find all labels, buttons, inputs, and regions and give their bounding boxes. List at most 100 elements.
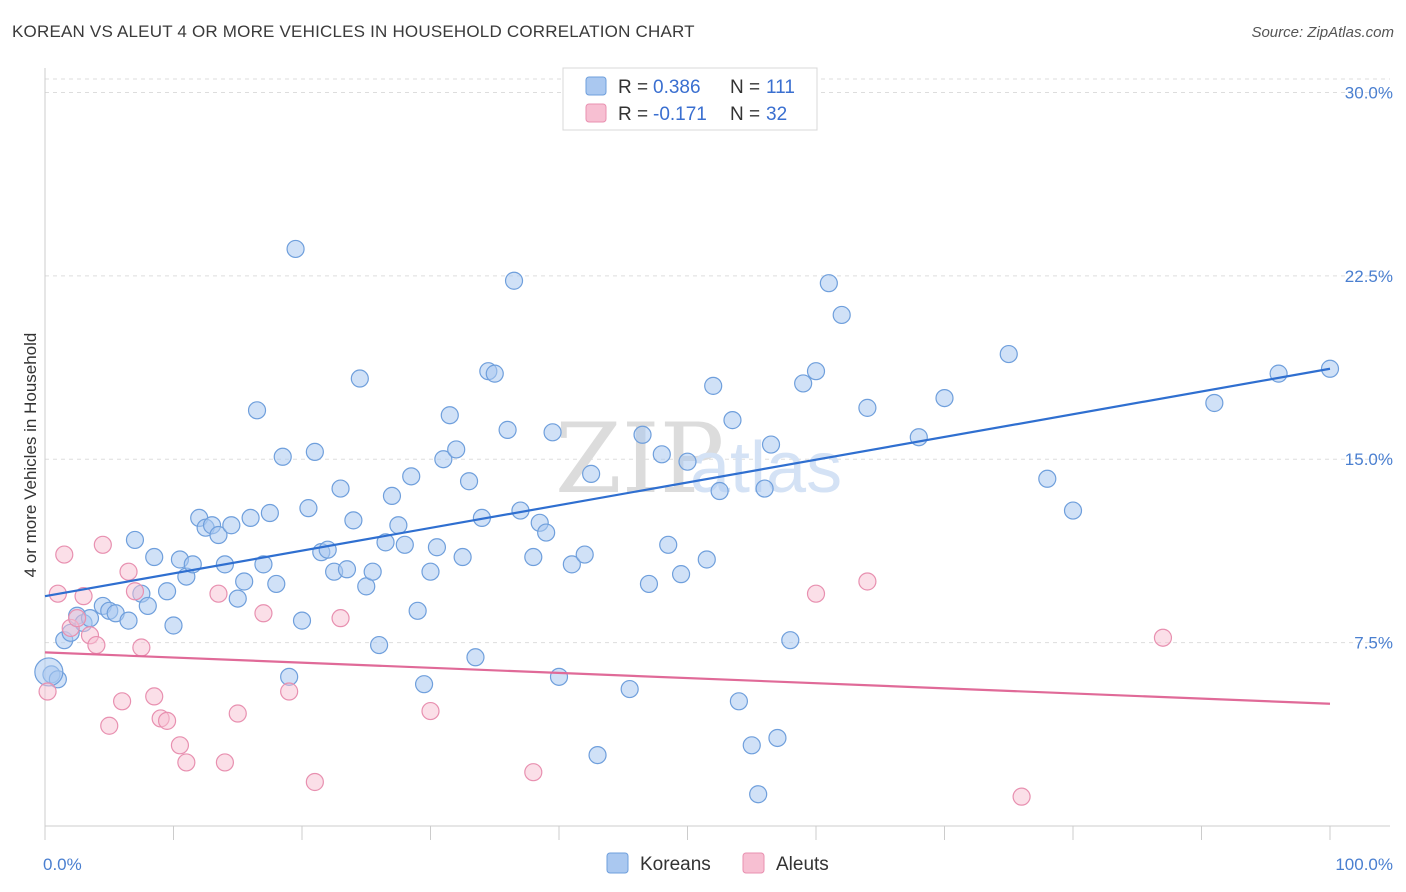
korean-point [286,239,305,259]
aleut-point [806,584,826,603]
korean-point [222,516,241,535]
korean-point [434,450,453,469]
korean-point [504,271,524,290]
legend-aleut-n-value: 32 [766,104,787,125]
korean-point [768,728,787,748]
korean-point [363,562,382,581]
korean-point [633,425,652,444]
korean-point [588,745,607,765]
korean-point [119,611,138,630]
korean-point [337,560,357,579]
korean-point [729,692,749,711]
korean-point [697,550,716,569]
korean-trend-line [44,367,1331,598]
korean-point [376,533,395,552]
y-tick-label: 22.5% [1345,267,1393,286]
korean-point [241,508,260,528]
aleut-point [170,736,190,755]
korean-point [671,565,691,584]
aleut-point [1153,628,1173,647]
korean-point-large [34,657,64,687]
korean-point [749,785,768,804]
korean-point [543,423,562,442]
korean-point [408,601,427,620]
korean-point [858,398,877,417]
korean-point [427,538,447,557]
aleut-point [215,753,234,772]
korean-point [819,274,838,293]
korean-point [344,511,363,530]
aleut-point [858,572,877,591]
korean-points [34,110,1340,804]
aleut-point [55,545,74,564]
korean-point [537,523,556,542]
aleut-point [421,701,440,721]
korean-point [370,635,389,655]
aleut-point [280,682,299,701]
aleut-point [305,772,324,792]
korean-point [260,503,279,523]
korean-point [318,540,337,559]
korean-point [145,547,164,567]
aleut-point [177,753,196,772]
legend-korean-r-label: R = [618,77,648,98]
korean-point [235,572,254,591]
korean-point [382,486,402,506]
korean-point [1063,501,1083,520]
aleut-point [87,635,106,655]
legend-aleut-n-label: N = [730,104,760,125]
legend-korean-n-value: 111 [766,77,795,98]
korean-point [209,525,228,545]
korean-point [292,611,312,630]
korean-point [447,440,466,459]
source-label: Source: ZipAtlas.com [1251,24,1394,41]
korean-point [164,616,183,635]
korean-point [485,364,504,383]
aleut-points [38,535,1173,806]
korean-point [389,516,408,535]
x-tick-label: 100.0% [1335,855,1393,874]
aleut-point [331,609,350,628]
y-tick-labels: 7.5% 15.0% 22.5% 30.0% [1345,83,1393,652]
korean-point [723,411,742,430]
korean-point [247,401,267,420]
aleut-point [68,609,87,628]
korean-point [254,555,273,574]
aleut-point [524,763,543,782]
korean-point [125,530,145,550]
aleut-point [100,716,119,735]
korean-point [620,679,639,699]
korean-point [524,547,543,567]
korean-point [704,376,723,395]
bottom-legend-aleut-swatch [742,852,765,874]
aleut-point [125,582,145,601]
korean-point [440,406,459,425]
aleut-point [74,587,93,606]
korean-point [459,472,479,491]
y-tick-label: 15.0% [1345,450,1393,469]
gridlines [45,78,1390,644]
korean-point [299,499,318,518]
aleut-point [93,535,112,554]
legend-korean-n-label: N = [730,77,760,98]
korean-point [157,582,177,601]
korean-point [228,589,247,608]
chart-title: KOREAN VS ALEUT 4 OR MORE VEHICLES IN HO… [12,22,695,41]
aleut-trend-line [44,651,1331,705]
korean-point [761,435,781,454]
korean-point [999,344,1018,364]
legend-bottom: Koreans Aleuts [606,852,829,875]
aleut-point [228,704,247,723]
korean-point [794,374,813,393]
bottom-legend-korean-label: Koreans [640,854,711,875]
korean-point [755,479,774,498]
aleut-point [1012,787,1031,806]
legend-aleut-r-label: R = [618,104,648,125]
korean-point [549,667,569,686]
legend-aleut-swatch [585,103,607,123]
korean-point [562,555,581,574]
y-tick-label: 7.5% [1354,634,1393,653]
korean-point [678,452,697,471]
korean-point [806,362,826,381]
